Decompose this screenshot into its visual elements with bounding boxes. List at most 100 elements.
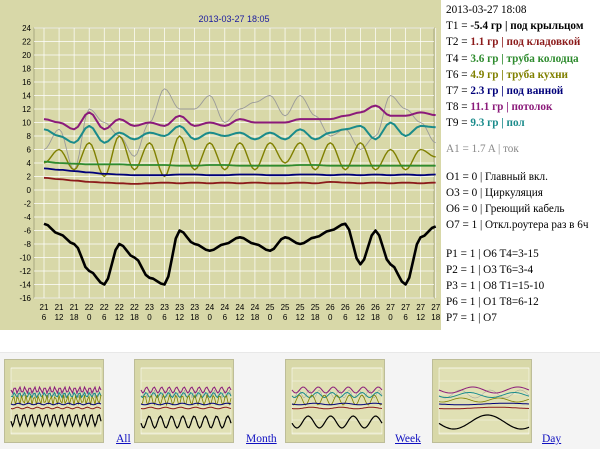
x-tick-hour-label: 6	[102, 313, 107, 322]
x-tick-day-label: 24	[220, 303, 229, 312]
x-tick-day-label: 26	[341, 303, 350, 312]
program-label: O3 T6=3-4	[483, 263, 534, 276]
x-tick-day-label: 25	[281, 303, 290, 312]
y-tick-label: 2	[27, 173, 32, 182]
sensor-row-t8: T8 = 11.1 гр | потолок	[446, 101, 553, 114]
program-label: O8 T1=15-10	[483, 280, 545, 293]
y-tick-label: 12	[22, 105, 31, 114]
sensor-label: труба колодца	[506, 52, 579, 65]
y-tick-label: 4	[27, 159, 32, 168]
x-tick-hour-label: 0	[388, 313, 393, 322]
output-label: Главный вкл.	[485, 170, 548, 183]
thumb-day-link[interactable]: Day	[542, 433, 562, 445]
sensor-value: -5.4 гр	[470, 20, 503, 33]
x-tick-hour-label: 12	[356, 313, 365, 322]
a1-value: 1.7 A	[471, 142, 496, 155]
thumb-series-line	[291, 406, 383, 410]
thumb-plot-area	[438, 367, 530, 435]
x-tick-hour-label: 6	[283, 313, 288, 322]
a1-key: A1	[446, 142, 460, 155]
thumb-series-line	[10, 389, 102, 399]
sensor-value: 1.1 гр	[470, 36, 499, 49]
program-value: 1	[469, 280, 476, 293]
sensor-label: под ванной	[506, 85, 564, 98]
thumb-series-line	[438, 392, 530, 398]
thumb-day[interactable]: Day	[432, 359, 572, 447]
thumb-series-line	[10, 413, 102, 428]
x-tick-day-label: 27	[431, 303, 440, 312]
chart-title: 2013-03-27 18:05	[198, 14, 269, 24]
y-tick-label: 22	[22, 38, 31, 47]
temperature-chart-svg: 2013-03-27 18:05242220181614121086420-2-…	[19, 14, 440, 322]
x-tick-day-label: 26	[326, 303, 335, 312]
y-tick-label: -14	[19, 281, 31, 290]
x-tick-day-label: 22	[85, 303, 94, 312]
x-tick-hour-label: 6	[223, 313, 228, 322]
x-tick-day-label: 25	[311, 303, 320, 312]
sensor-value: 2.3 гр	[470, 85, 499, 98]
sensor-row-t1: T1 = -5.4 гр | под крыльцом	[446, 20, 584, 33]
x-tick-day-label: 25	[266, 303, 275, 312]
sensor-value: 9.3 гр	[470, 117, 499, 130]
x-tick-day-label: 21	[55, 303, 64, 312]
x-tick-day-label: 24	[250, 303, 259, 312]
sensor-info-panel: 2013-03-27 18:08 T1 = -5.4 гр | под крыл…	[446, 2, 600, 327]
thumb-series-line	[438, 406, 530, 410]
x-tick-day-label: 23	[175, 303, 184, 312]
sensor-value: 11.1 гр	[470, 101, 504, 114]
sensor-label: пол	[506, 117, 525, 130]
x-tick-day-label: 25	[296, 303, 305, 312]
thumb-all[interactable]: All	[4, 359, 132, 447]
sensor-label: труба кухни	[506, 68, 569, 81]
sensor-row-t2: T2 = 1.1 гр | под кладовкой	[446, 36, 581, 49]
thumb-week[interactable]: Week	[285, 359, 430, 447]
thumb-month-image[interactable]	[134, 359, 234, 443]
sensor-key: T1	[446, 20, 459, 33]
program-row-p2: P2 = 1 | O3 T6=3-4	[446, 263, 534, 276]
output-key: O6	[446, 203, 460, 216]
x-tick-day-label: 22	[100, 303, 109, 312]
x-tick-hour-label: 6	[162, 313, 167, 322]
program-row-p1: P1 = 1 | O6 T4=3-15	[446, 247, 539, 260]
sensor-key: T8	[446, 101, 459, 114]
current-reading: A1 = 1.7 A | ток	[446, 142, 519, 155]
x-tick-hour-label: 18	[190, 313, 199, 322]
output-row-o7: O7 = 1 | Откл.роутера раз в 6ч	[446, 219, 589, 232]
x-tick-day-label: 21	[70, 303, 79, 312]
sensor-key: T6	[446, 68, 459, 81]
output-value: 0	[471, 187, 478, 200]
output-label: Греющий кабель	[485, 203, 565, 216]
thumb-series-line	[140, 406, 232, 410]
y-tick-label: 10	[22, 119, 31, 128]
series-line-t8	[43, 104, 436, 131]
y-tick-label: 14	[22, 92, 31, 101]
x-tick-day-label: 21	[40, 303, 49, 312]
thumb-week-link[interactable]: Week	[395, 433, 421, 445]
y-tick-label: -2	[24, 200, 32, 209]
thumb-series-line	[291, 389, 383, 399]
x-tick-hour-label: 6	[343, 313, 348, 322]
program-key: P3	[446, 280, 458, 293]
thumb-month-link[interactable]: Month	[246, 433, 277, 445]
x-tick-hour-label: 18	[250, 313, 259, 322]
sensor-row-t9: T9 = 9.3 гр | пол	[446, 117, 525, 130]
output-list: O1 = 0 | Главный вкл. O3 = 0 | Циркуляция…	[446, 169, 600, 234]
thumb-all-image[interactable]	[4, 359, 104, 443]
program-row-p7: P7 = 1 | O7	[446, 312, 497, 325]
program-list: P1 = 1 | O6 T4=3-15 P2 = 1 | O3 T6=3-4 P3 …	[446, 246, 600, 327]
thumb-all-link[interactable]: All	[116, 433, 131, 445]
x-tick-hour-label: 18	[70, 313, 79, 322]
main-chart: 2013-03-27 18:05 24 22 20 18 16 14 12 10 8 6 4 2 0 -2-…	[0, 0, 441, 330]
y-tick-label: 18	[22, 65, 31, 74]
sensor-key: T4	[446, 52, 459, 65]
y-tick-label: 0	[27, 186, 32, 195]
output-row-o3: O3 = 0 | Циркуляция	[446, 187, 543, 200]
x-tick-hour-label: 0	[87, 313, 92, 322]
info-timestamp: 2013-03-27 18:08	[446, 4, 527, 16]
thumb-week-image[interactable]	[285, 359, 385, 443]
thumb-month[interactable]: Month	[134, 359, 282, 447]
series-line-t6	[43, 135, 436, 178]
x-tick-hour-label: 12	[55, 313, 64, 322]
series-line-t7	[43, 167, 436, 177]
thumb-day-image[interactable]	[432, 359, 532, 443]
